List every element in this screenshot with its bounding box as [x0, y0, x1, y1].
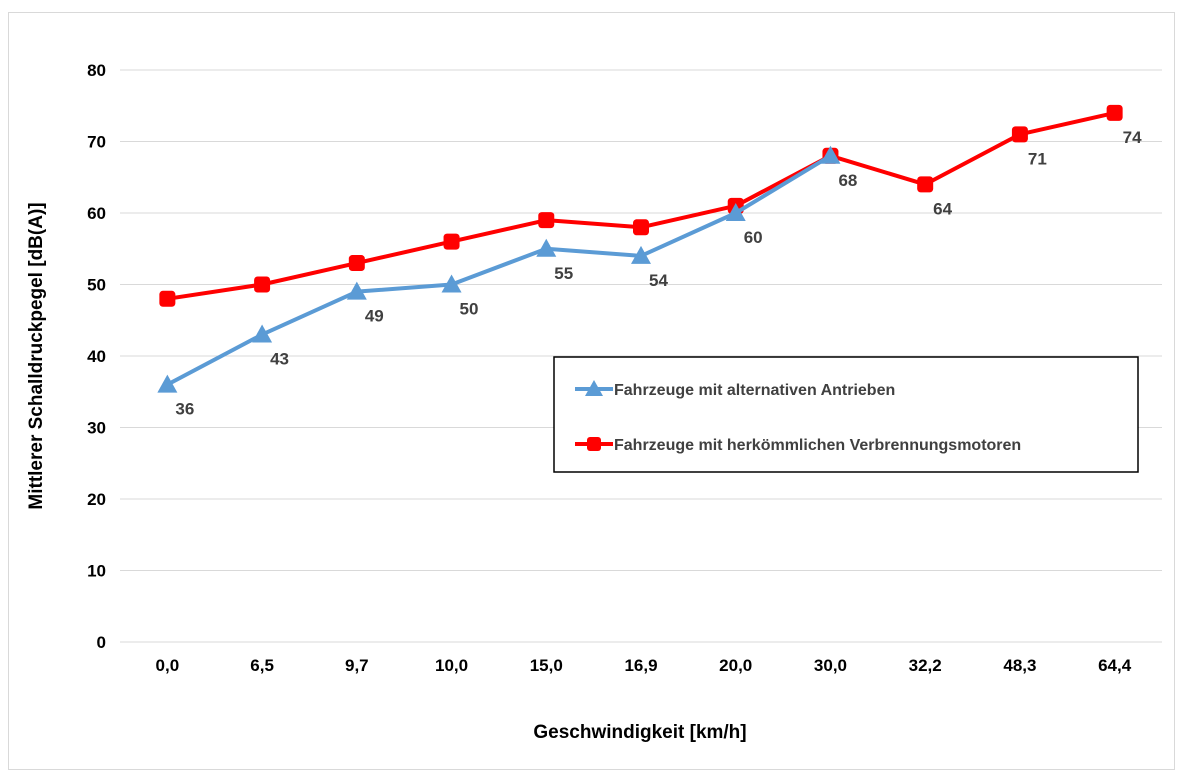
- y-tick-label: 10: [87, 562, 106, 581]
- data-labels: 36 43 49 50 55 54 60 68 64 71 74: [175, 128, 1142, 419]
- data-point-series-1: [820, 145, 841, 164]
- data-point-series-2: [159, 290, 176, 307]
- data-point-series-2: [633, 219, 649, 236]
- legend-marker-series-1: [585, 380, 603, 396]
- y-tick-label: 30: [87, 419, 106, 438]
- x-tick-label: 9,7: [345, 656, 369, 675]
- data-point-series-1: [441, 274, 462, 293]
- x-tick-label: 6,5: [250, 656, 274, 675]
- y-tick-label: 50: [87, 276, 106, 295]
- data-point-series-2: [254, 276, 271, 293]
- data-point-series-1: [725, 203, 746, 221]
- x-tick-label: 16,9: [624, 656, 657, 675]
- data-label-series-1: 54: [649, 271, 668, 290]
- legend-box: [553, 356, 1139, 473]
- y-axis-title: Mittlerer Schalldruckpegel [dB(A)]: [26, 202, 47, 509]
- y-tick-label: 70: [87, 133, 106, 152]
- data-label-series-1: 43: [270, 350, 289, 369]
- data-point-series-2: [538, 212, 555, 229]
- data-label-series-1: 36: [175, 400, 194, 419]
- data-point-series-1: [252, 324, 273, 343]
- data-point-series-2: [348, 255, 365, 272]
- x-tick-label: 20,0: [719, 656, 752, 675]
- data-label-series-1: 60: [744, 228, 763, 247]
- y-tick-label: 80: [87, 61, 106, 80]
- y-tick-label: 20: [87, 490, 106, 509]
- data-label-series-1: 50: [460, 300, 479, 319]
- data-point-series-2: [443, 233, 460, 250]
- data-point-series-2: [1106, 104, 1123, 121]
- data-label-series-1: 55: [554, 264, 573, 283]
- data-point-series-1: [631, 245, 651, 264]
- series-group: [157, 104, 1123, 393]
- data-label-series-1: 49: [365, 307, 384, 326]
- data-label-series-2: 74: [1123, 128, 1142, 147]
- data-label-series-2: 71: [1028, 149, 1047, 168]
- x-axis-ticks: 0,0 6,5 9,7 10,0 15,0 16,9 20,0 30,0 32,2 48,3 64,…: [156, 656, 1132, 675]
- x-tick-label: 30,0: [814, 656, 847, 675]
- data-point-series-2: [1011, 126, 1028, 143]
- x-tick-label: 15,0: [530, 656, 563, 675]
- data-label-series-2: 64: [933, 199, 952, 218]
- legend: Fahrzeuge mit alternativen Antrieben Fah…: [553, 356, 1139, 473]
- x-tick-label: 10,0: [435, 656, 468, 675]
- gridlines: [120, 69, 1162, 643]
- data-point-series-1: [346, 281, 367, 300]
- x-tick-label: 48,3: [1003, 656, 1036, 675]
- data-point-series-1: [536, 238, 557, 257]
- y-tick-label: 60: [87, 204, 106, 223]
- x-tick-label: 0,0: [156, 656, 180, 675]
- legend-label-series-2: Fahrzeuge mit herkömmlichen Verbrennungs…: [614, 437, 1021, 454]
- x-tick-label: 32,2: [909, 656, 942, 675]
- y-tick-label: 0: [97, 633, 106, 652]
- data-label-series-2: 68: [838, 171, 857, 190]
- data-point-series-1: [157, 374, 178, 393]
- x-tick-label: 64,4: [1098, 656, 1132, 675]
- legend-label-series-1: Fahrzeuge mit alternativen Antrieben: [614, 382, 895, 399]
- y-axis-ticks: 0 10 20 30 40 50 60 70 80: [87, 61, 106, 652]
- data-point-series-2: [917, 176, 934, 193]
- series-line-1: [166, 154, 832, 387]
- y-tick-label: 40: [87, 347, 106, 366]
- legend-marker-series-2: [587, 437, 601, 451]
- x-axis-title: Geschwindigkeit [km/h]: [533, 722, 746, 743]
